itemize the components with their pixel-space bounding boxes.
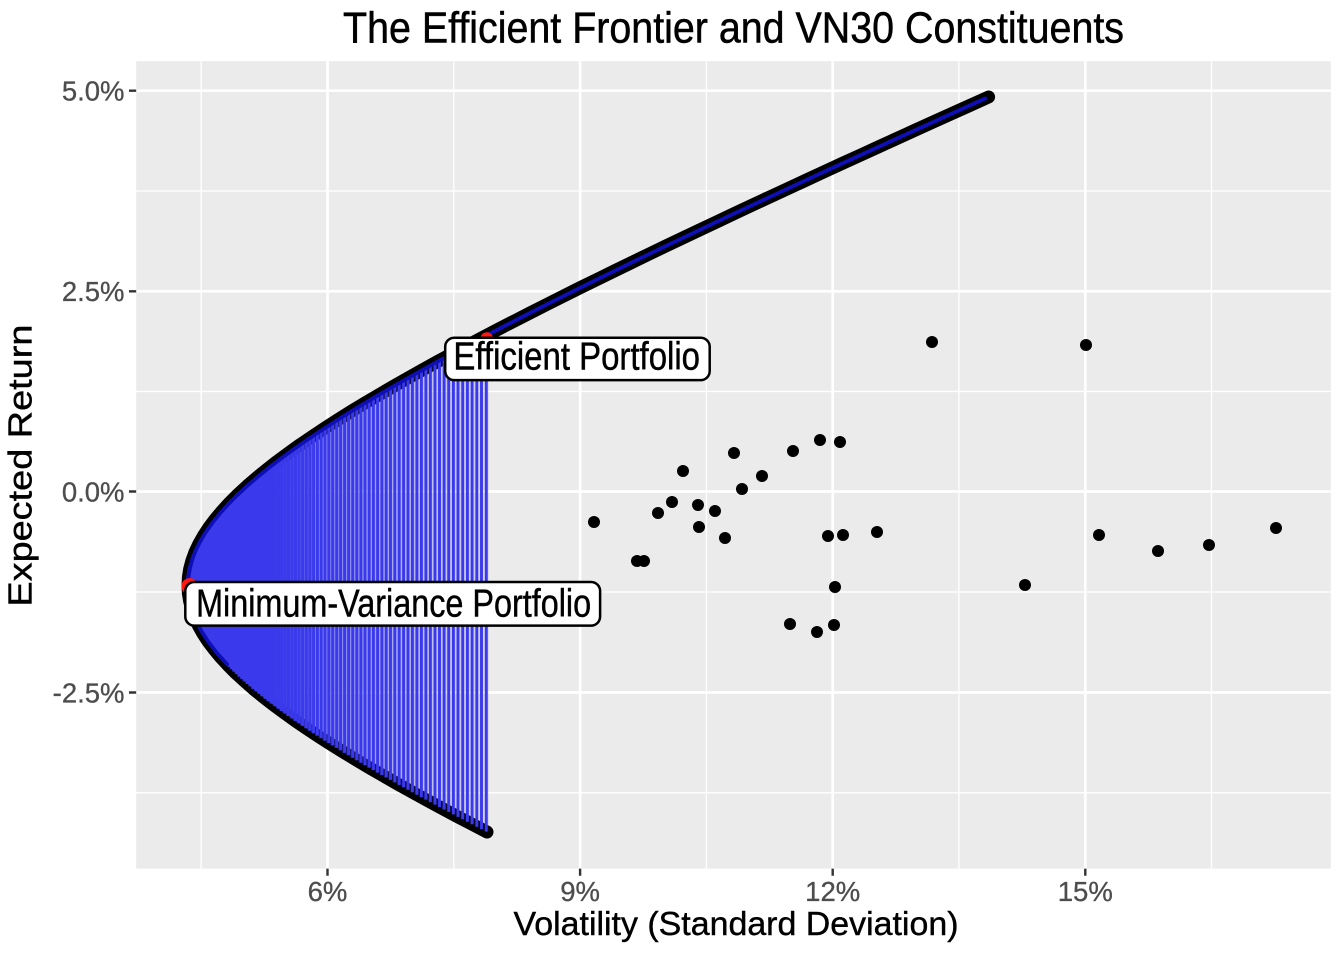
- svg-text:5.0%: 5.0%: [62, 76, 125, 107]
- svg-text:2.5%: 2.5%: [62, 276, 125, 307]
- svg-text:Expected Return: Expected Return: [3, 325, 40, 607]
- svg-text:6%: 6%: [308, 876, 348, 907]
- svg-text:Minimum-Variance Portfolio: Minimum-Variance Portfolio: [196, 582, 591, 625]
- svg-text:12%: 12%: [805, 876, 860, 907]
- svg-text:Volatility (Standard Deviation: Volatility (Standard Deviation): [514, 906, 959, 943]
- svg-text:9%: 9%: [560, 876, 600, 907]
- svg-text:-2.5%: -2.5%: [53, 677, 125, 708]
- svg-text:0.0%: 0.0%: [62, 476, 125, 507]
- svg-text:Efficient Portfolio: Efficient Portfolio: [453, 336, 700, 379]
- svg-text:15%: 15%: [1058, 876, 1113, 907]
- svg-text:The Efficient Frontier and VN3: The Efficient Frontier and VN30 Constitu…: [343, 5, 1124, 53]
